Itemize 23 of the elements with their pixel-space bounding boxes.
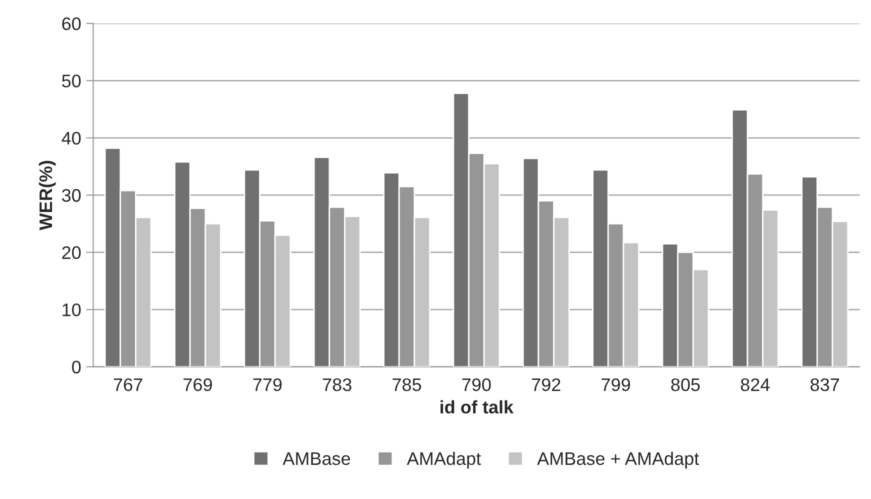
x-tick-label: 824 (740, 378, 770, 392)
y-tick-label: 20 (62, 246, 81, 260)
y-tick-label: 50 (62, 74, 81, 88)
y-tick-label: 10 (62, 303, 81, 316)
x-tick-label: 790 (462, 378, 491, 392)
x-tick-label: 769 (184, 378, 212, 392)
legend-label: AMBase (282, 452, 350, 466)
x-tick-label: 799 (602, 378, 630, 392)
y-tick-label: 60 (62, 17, 81, 30)
y-tick-label: 30 (62, 189, 81, 202)
legend-label: AMBase + AMAdapt (537, 452, 700, 469)
y-axis-title: WER(%) (38, 160, 56, 230)
x-tick-label: 779 (253, 378, 282, 392)
x-tick-label: 792 (532, 378, 560, 392)
x-tick-label: 805 (671, 378, 700, 392)
legend-label: AMAdapt (406, 452, 481, 469)
y-tick-label: 0 (72, 360, 81, 374)
x-axis-title: id of talk (440, 400, 514, 414)
y-tick-label: 40 (62, 132, 81, 145)
x-tick-label: 767 (114, 378, 142, 392)
x-tick-label: 837 (810, 378, 839, 392)
x-tick-label: 785 (392, 378, 422, 392)
x-tick-label: 783 (322, 378, 352, 392)
